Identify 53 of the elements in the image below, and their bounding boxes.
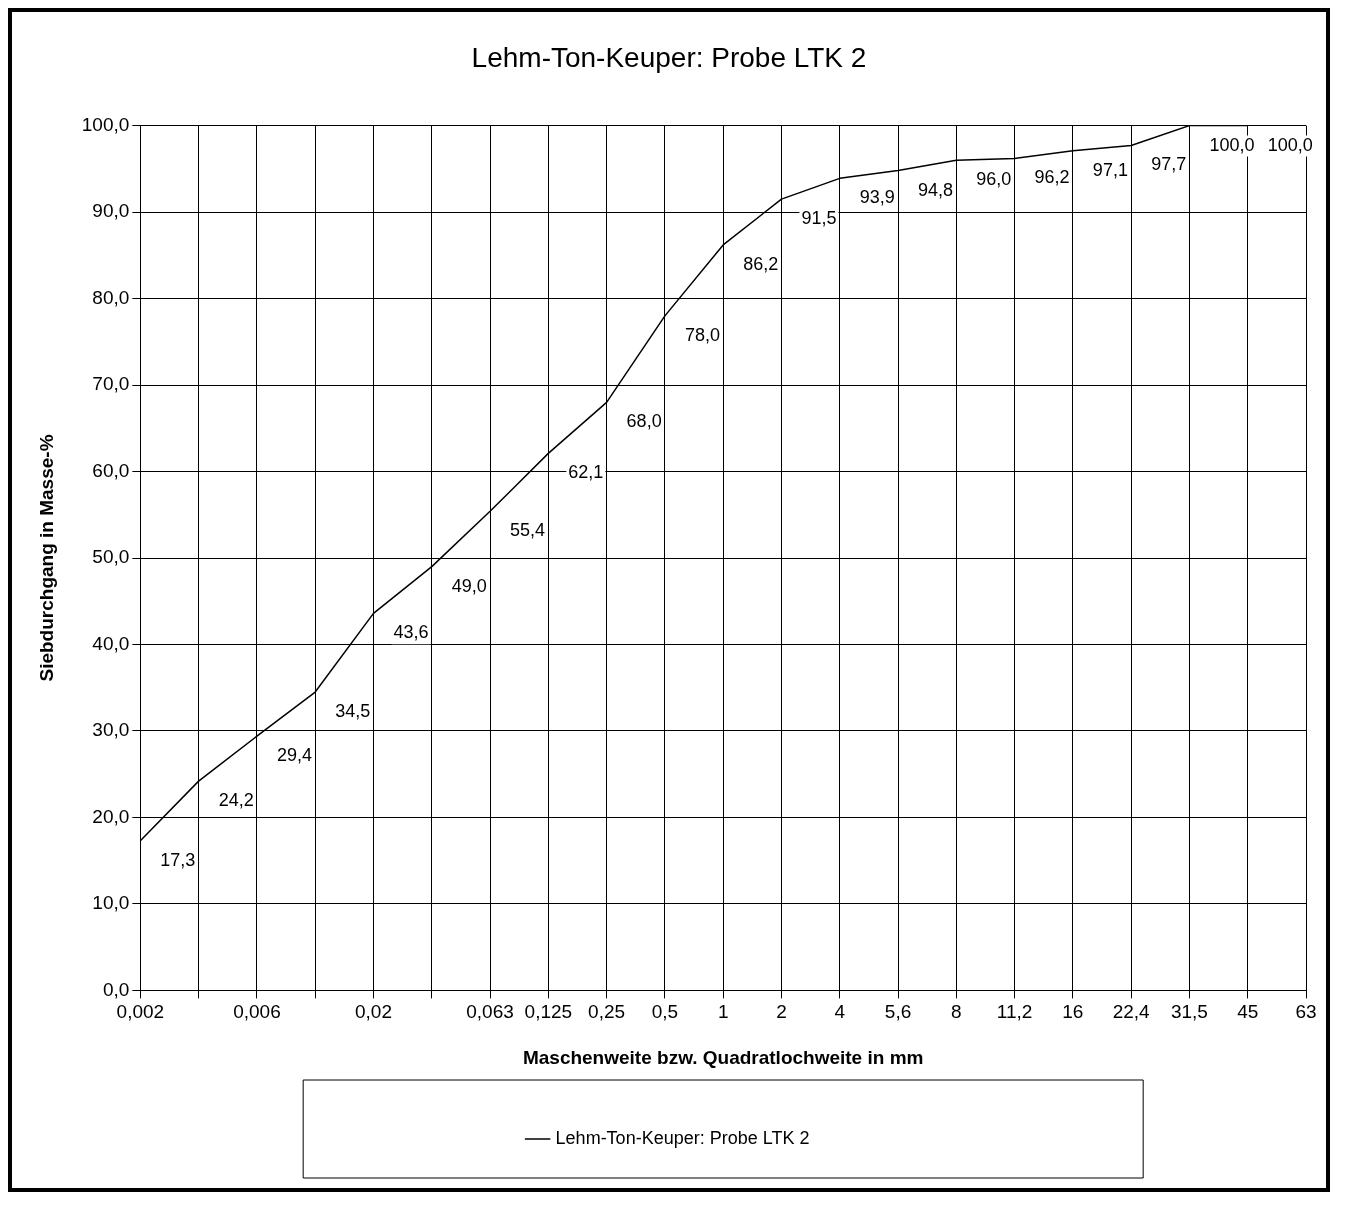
x-tick-label: 4: [834, 1001, 846, 1023]
y-axis-title: Siebdurchgang in Masse-%: [35, 434, 57, 682]
x-tick-label: 0,002: [116, 1001, 165, 1023]
data-label: 96,2: [1034, 167, 1070, 188]
data-label: 55,4: [510, 520, 546, 541]
y-tick-label: 0,0: [102, 978, 130, 1000]
data-label: 96,0: [976, 169, 1012, 190]
x-tick-label: 0,25: [588, 1001, 626, 1023]
data-label: 94,8: [918, 179, 954, 200]
x-axis-title: Maschenweite bzw. Quadratlochweite in mm: [522, 1046, 924, 1068]
x-tick-label: 63: [1295, 1001, 1317, 1023]
x-tick-label: 31,5: [1170, 1001, 1208, 1023]
y-tick-label: 40,0: [92, 632, 130, 654]
legend-label: Lehm-Ton-Keuper: Probe LTK 2: [555, 1127, 810, 1148]
x-tick-label: 22,4: [1112, 1001, 1151, 1023]
x-tick-label: 11,2: [996, 1001, 1033, 1023]
data-label: 34,5: [335, 701, 371, 722]
x-tick-label: 45: [1237, 1001, 1259, 1023]
data-label: 68,0: [626, 411, 662, 432]
y-tick-label: 60,0: [92, 459, 130, 481]
data-label: 91,5: [801, 208, 837, 229]
y-tick-label: 20,0: [92, 805, 130, 827]
data-label: 17,3: [160, 849, 196, 870]
y-tick-label: 100,0: [81, 113, 130, 135]
x-tick-label: 0,006: [233, 1001, 281, 1023]
x-tick-label: 1: [717, 1001, 729, 1023]
data-label: 86,2: [743, 253, 779, 274]
data-label: 100,0: [1267, 134, 1313, 155]
y-tick-label: 70,0: [92, 373, 130, 395]
data-label: 100,0: [1209, 134, 1255, 155]
y-tick-label: 30,0: [92, 719, 130, 741]
data-label: 62,1: [568, 462, 604, 483]
chart-title: Lehm-Ton-Keuper: Probe LTK 2: [471, 41, 867, 73]
x-tick-label: 2: [776, 1001, 787, 1023]
data-label: 97,1: [1092, 159, 1128, 180]
y-tick-label: 80,0: [92, 286, 130, 308]
data-label: 29,4: [276, 745, 312, 766]
x-tick-label: 16: [1062, 1001, 1084, 1023]
y-tick-label: 50,0: [92, 546, 130, 568]
data-label: 97,7: [1151, 154, 1187, 175]
data-label: 49,0: [451, 575, 487, 596]
y-tick-label: 10,0: [92, 892, 130, 914]
data-label: 78,0: [684, 324, 720, 345]
data-label: 93,9: [859, 187, 895, 208]
data-label: 43,6: [393, 622, 429, 643]
x-tick-label: 0,02: [354, 1001, 392, 1023]
x-tick-label: 0,5: [651, 1001, 679, 1023]
x-tick-label: 0,125: [524, 1001, 573, 1023]
data-label: 24,2: [218, 790, 254, 811]
x-tick-label: 0,063: [466, 1001, 514, 1023]
x-tick-label: 5,6: [884, 1001, 912, 1023]
x-tick-label: 8: [951, 1001, 962, 1023]
y-tick-label: 90,0: [92, 200, 130, 222]
